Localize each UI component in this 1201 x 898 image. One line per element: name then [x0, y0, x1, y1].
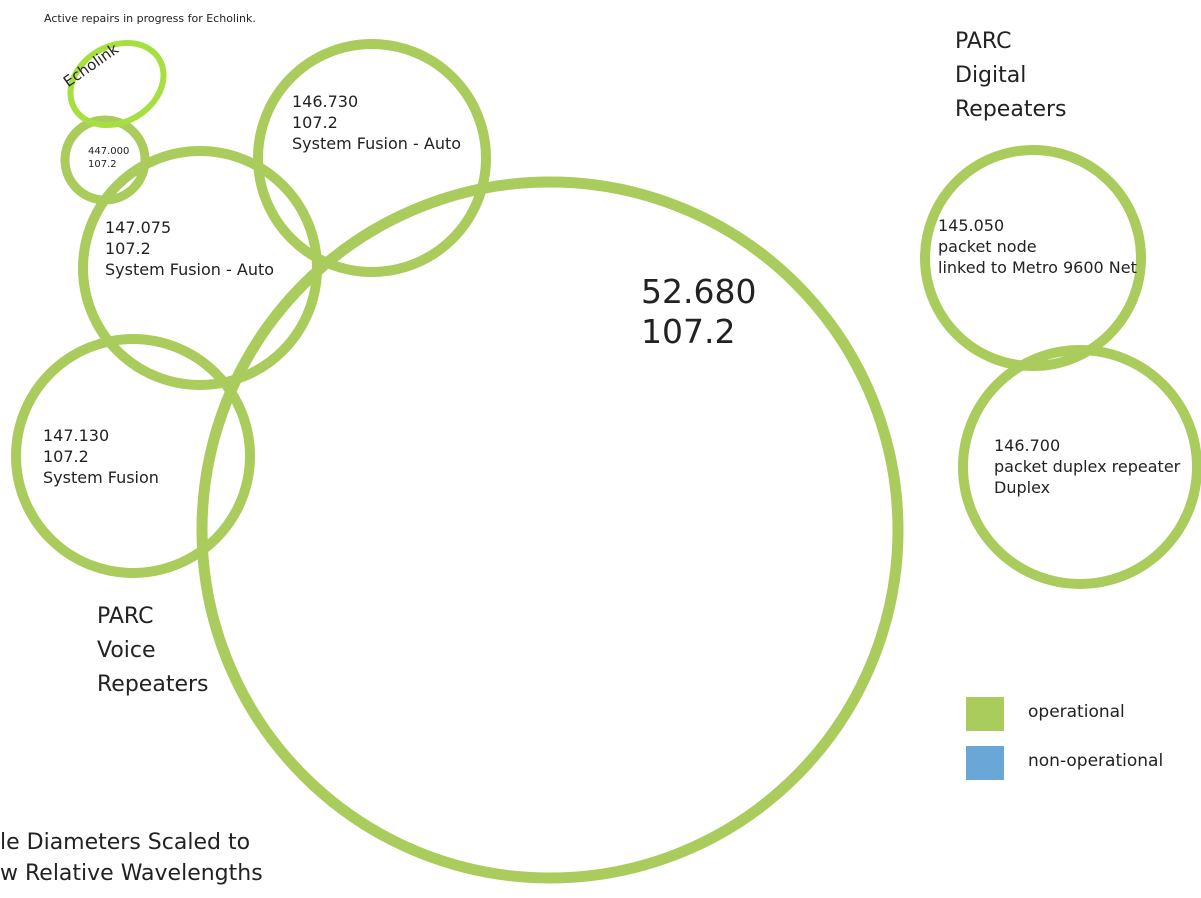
circle-146700 [958, 345, 1201, 589]
legend-operational-label: operational [1028, 702, 1125, 722]
repeater-447000-label: 447.000 107.2 [88, 146, 130, 170]
circle-147075 [78, 146, 322, 390]
legend-non-operational-swatch [966, 746, 1004, 780]
repeater-52680-label: 52.680 107.2 [641, 272, 757, 351]
repeater-145050-label: 145.050 packet node linked to Metro 9600… [938, 216, 1137, 277]
repeater-147130-label: 147.130 107.2 System Fusion [43, 426, 159, 487]
echolink-repair-note: Active repairs in progress for Echolink. [44, 12, 256, 25]
legend-operational-swatch [966, 697, 1004, 731]
circle-447000 [60, 115, 150, 205]
legend-non-operational-label: non-operational [1028, 751, 1164, 771]
repeater-146700-label: 146.700 packet duplex repeater Duplex [994, 436, 1181, 497]
repeater-146730-label: 146.730 107.2 System Fusion - Auto [292, 92, 462, 153]
digital-repeaters-heading: PARC Digital Repeaters [955, 29, 1067, 123]
circle-147130 [11, 334, 255, 578]
circle-52680 [196, 176, 904, 884]
circle-146730 [253, 39, 491, 277]
footer-scale-note: le Diameters Scaled to w Relative Wavele… [0, 830, 263, 886]
voice-repeaters-heading: PARC Voice Repeaters [97, 604, 209, 698]
repeater-147075-label: 147.075 107.2 System Fusion - Auto [105, 218, 275, 279]
circle-145050 [920, 145, 1146, 371]
echolink-highlight-ring [67, 39, 167, 129]
